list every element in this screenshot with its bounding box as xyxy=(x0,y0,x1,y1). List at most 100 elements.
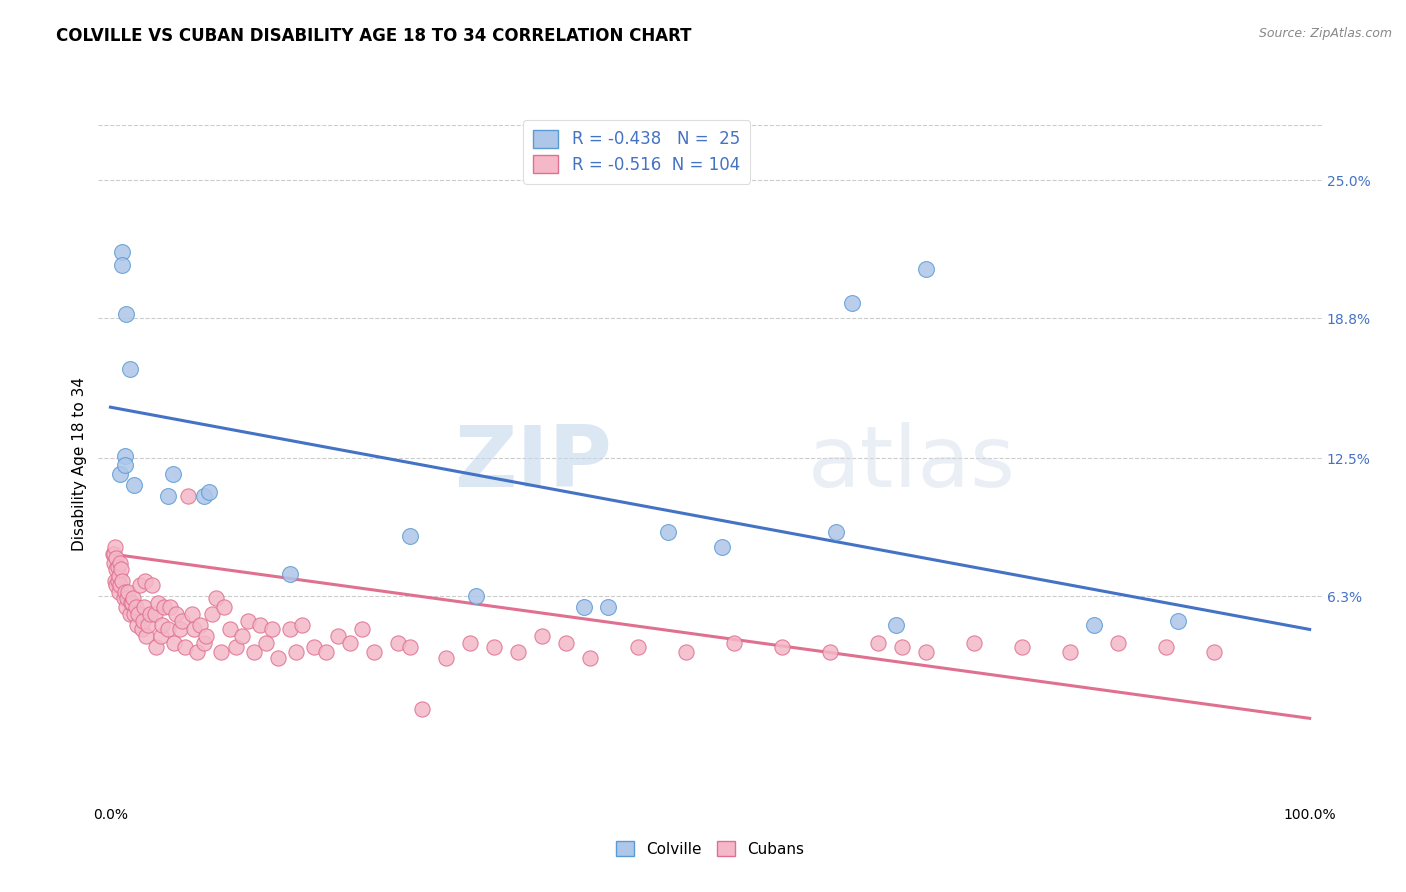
Point xyxy=(627,640,650,655)
Point xyxy=(205,591,228,606)
Point xyxy=(135,629,157,643)
Text: COLVILLE VS CUBAN DISABILITY AGE 18 TO 34 CORRELATION CHART: COLVILLE VS CUBAN DISABILITY AGE 18 TO 3… xyxy=(56,27,692,45)
Point xyxy=(572,600,595,615)
Point xyxy=(1167,614,1189,628)
Point xyxy=(131,623,153,637)
Point xyxy=(177,489,200,503)
Point xyxy=(770,640,793,655)
Point xyxy=(163,636,186,650)
Point xyxy=(963,636,986,650)
Point xyxy=(1011,640,1033,655)
Point xyxy=(105,578,128,592)
Point xyxy=(291,618,314,632)
Point xyxy=(156,489,179,503)
Point xyxy=(172,614,194,628)
Point xyxy=(209,645,232,659)
Point xyxy=(890,640,912,655)
Point xyxy=(214,600,236,615)
Point xyxy=(145,640,167,655)
Point xyxy=(108,556,131,570)
Point xyxy=(188,618,212,632)
Point xyxy=(110,562,132,576)
Point xyxy=(231,629,253,643)
Point xyxy=(136,618,159,632)
Point xyxy=(114,449,136,463)
Text: Source: ZipAtlas.com: Source: ZipAtlas.com xyxy=(1258,27,1392,40)
Point xyxy=(107,574,129,588)
Point xyxy=(1202,645,1225,659)
Point xyxy=(458,636,481,650)
Point xyxy=(150,618,173,632)
Point xyxy=(149,629,172,643)
Point xyxy=(104,574,127,588)
Y-axis label: Disability Age 18 to 34: Disability Age 18 to 34 xyxy=(72,376,87,551)
Point xyxy=(169,623,191,637)
Point xyxy=(139,607,162,621)
Point xyxy=(465,589,488,603)
Point xyxy=(219,623,242,637)
Point xyxy=(482,640,505,655)
Point xyxy=(108,569,131,583)
Point xyxy=(114,458,136,472)
Point xyxy=(125,618,148,632)
Point xyxy=(278,623,301,637)
Point xyxy=(399,640,422,655)
Point xyxy=(825,524,848,539)
Point xyxy=(124,607,146,621)
Point xyxy=(124,600,146,615)
Point xyxy=(165,607,187,621)
Point xyxy=(254,636,277,650)
Point xyxy=(153,600,176,615)
Text: atlas: atlas xyxy=(808,422,1017,506)
Point xyxy=(141,578,163,592)
Point xyxy=(103,547,125,561)
Point xyxy=(818,645,841,659)
Point xyxy=(399,529,422,543)
Point xyxy=(675,645,697,659)
Point xyxy=(156,623,179,637)
Point xyxy=(108,578,131,592)
Point xyxy=(434,651,457,665)
Point xyxy=(531,629,554,643)
Point xyxy=(411,702,433,716)
Point xyxy=(884,618,907,632)
Point xyxy=(197,484,219,499)
Legend: Colville, Cubans: Colville, Cubans xyxy=(609,835,811,863)
Point xyxy=(711,540,734,554)
Point xyxy=(111,258,134,272)
Point xyxy=(118,607,141,621)
Point xyxy=(352,623,374,637)
Point xyxy=(111,244,134,259)
Point xyxy=(363,645,385,659)
Point xyxy=(132,600,155,615)
Point xyxy=(132,614,155,628)
Point xyxy=(122,591,145,606)
Point xyxy=(866,636,889,650)
Point xyxy=(105,562,128,576)
Point xyxy=(579,651,602,665)
Point xyxy=(243,645,266,659)
Point xyxy=(1107,636,1129,650)
Point xyxy=(841,295,863,310)
Point xyxy=(112,591,135,606)
Point xyxy=(267,651,290,665)
Point xyxy=(143,607,166,621)
Point xyxy=(315,645,337,659)
Point xyxy=(1083,618,1105,632)
Point xyxy=(118,362,141,376)
Point xyxy=(278,566,301,581)
Point xyxy=(134,574,156,588)
Point xyxy=(108,584,131,599)
Point xyxy=(181,607,204,621)
Point xyxy=(121,596,143,610)
Text: ZIP: ZIP xyxy=(454,422,612,506)
Point xyxy=(657,524,679,539)
Point xyxy=(186,645,208,659)
Point xyxy=(304,640,326,655)
Point xyxy=(111,574,134,588)
Point xyxy=(328,629,350,643)
Point xyxy=(225,640,247,655)
Point xyxy=(120,596,142,610)
Point xyxy=(103,556,125,570)
Point xyxy=(915,262,938,277)
